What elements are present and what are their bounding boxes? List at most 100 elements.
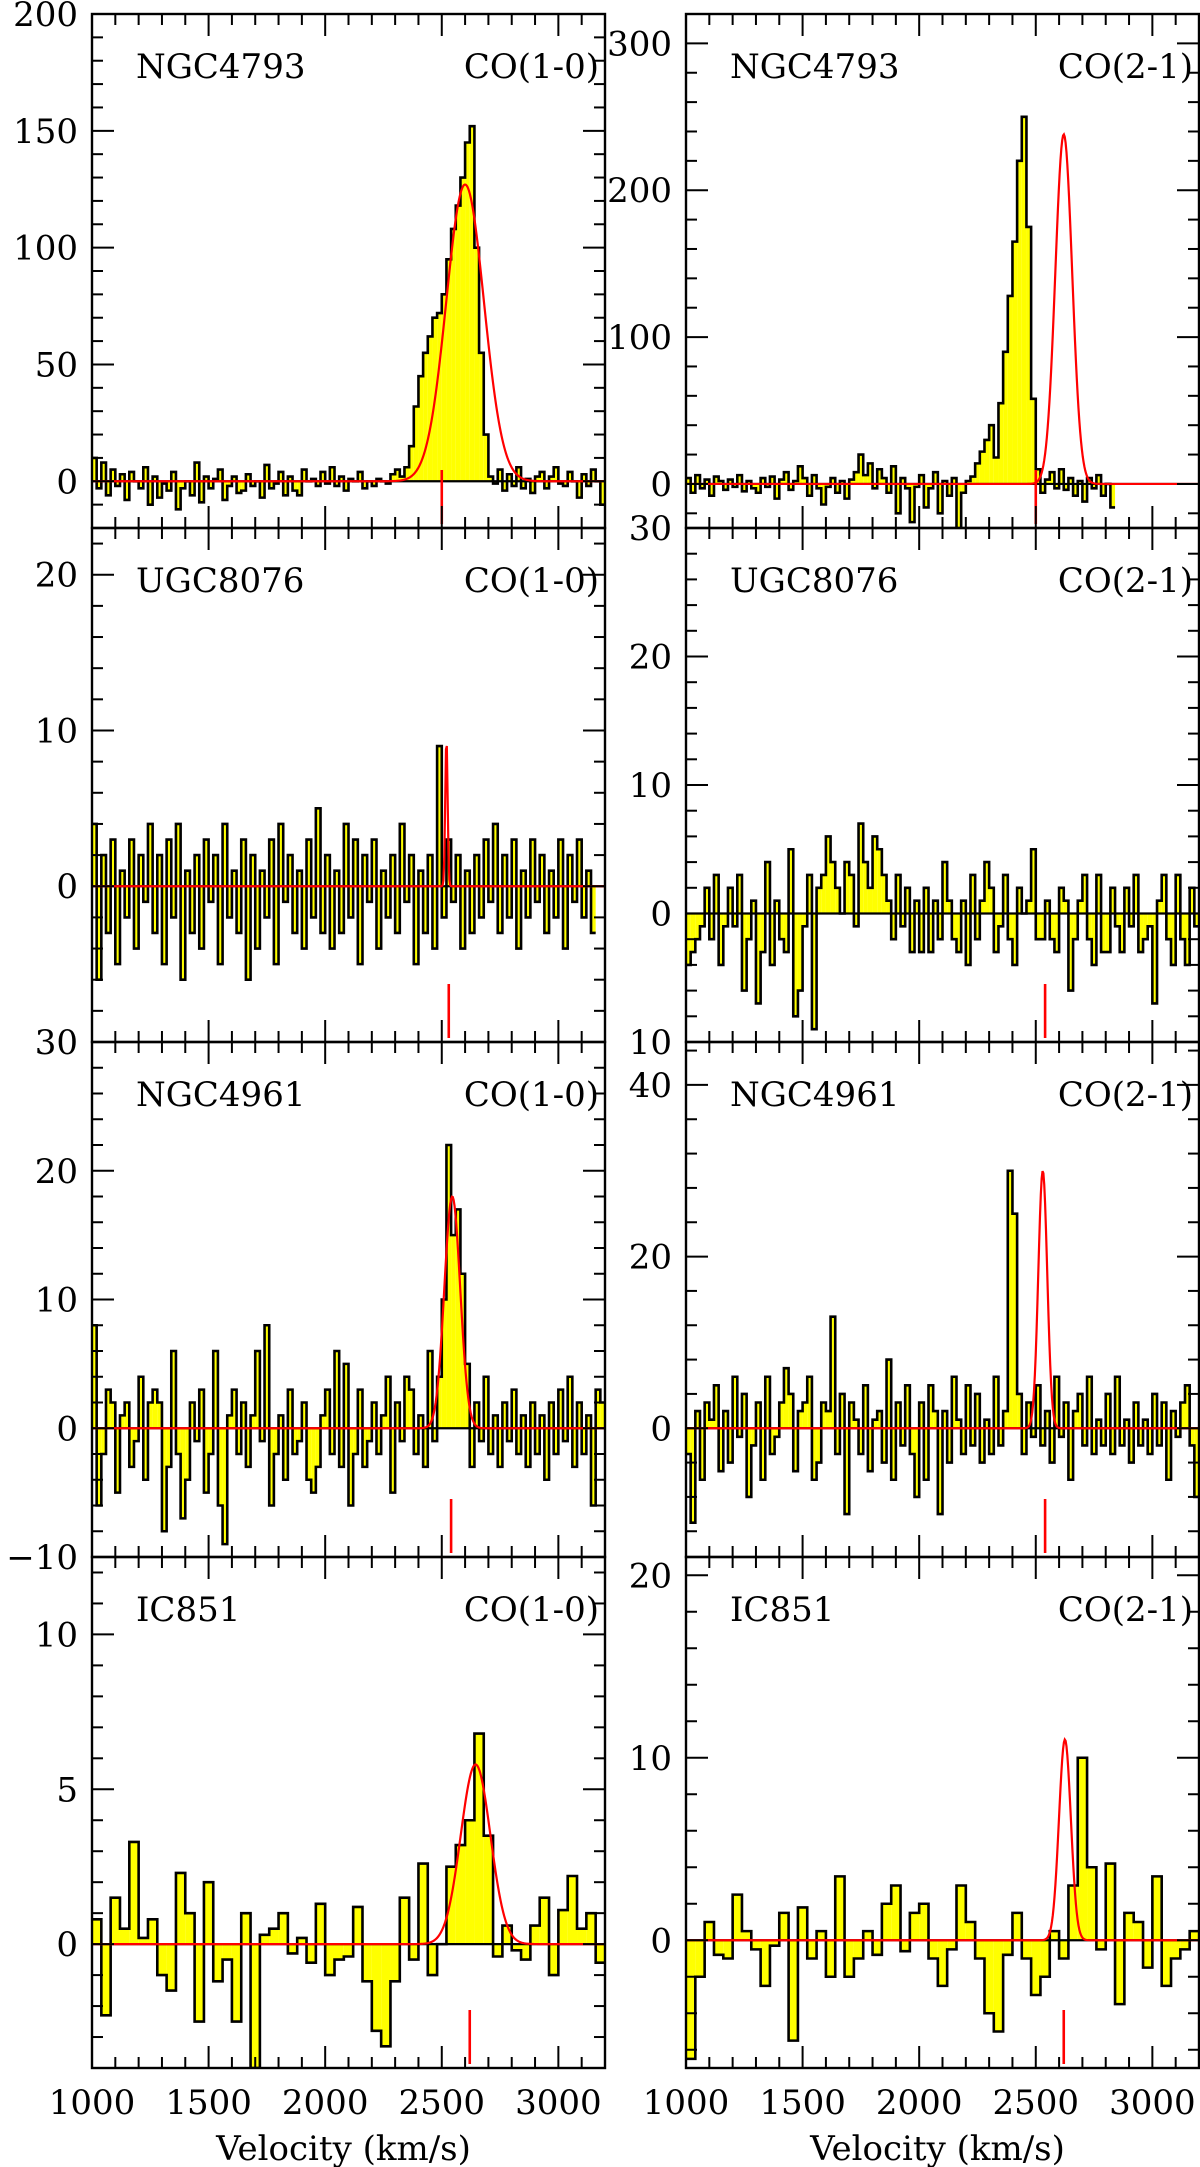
spectrum-bin <box>516 467 522 482</box>
y-tick-label: 300 <box>607 24 672 64</box>
spectrum-bin <box>1096 475 1102 484</box>
spectrum-bin <box>334 481 340 486</box>
spectrum-bin <box>1059 1940 1069 1959</box>
spectrum-bin <box>357 886 363 965</box>
y-tick-label: 100 <box>13 229 78 269</box>
spectrum-bin <box>595 1389 601 1429</box>
spectrum-bin <box>325 855 330 887</box>
spectrum-bin <box>535 886 540 902</box>
y-tick-label: 20 <box>35 556 78 596</box>
spectrum-bin <box>1152 1876 1162 1941</box>
spectrum-bin <box>695 1940 705 1977</box>
spectrum-bin <box>423 886 428 933</box>
spectrum-bin <box>783 1368 789 1429</box>
spectrum-bin <box>914 900 920 914</box>
spectrum-bin <box>709 913 714 940</box>
spectrum-bin <box>539 471 545 482</box>
spectrum-bin <box>469 886 475 933</box>
spectrum-bin <box>217 469 223 482</box>
spectrum-bin <box>1143 1419 1148 1429</box>
spectrum-bin <box>208 481 214 489</box>
spectrum-bin <box>166 1428 172 1467</box>
spectrum-bin <box>194 1944 204 2022</box>
spectrum-bin <box>905 887 910 914</box>
spectrum-bin <box>535 476 540 482</box>
spectrum-bin <box>732 483 738 487</box>
spectrum-bin <box>217 886 223 965</box>
spectrum-bin <box>821 1402 826 1429</box>
spectrum-bin <box>853 1940 864 1959</box>
spectrum-bin <box>511 839 517 887</box>
spectrum-bin <box>278 471 284 482</box>
spectrum-bin <box>451 886 456 902</box>
spectrum-bin <box>1129 913 1134 927</box>
spectrum-bin <box>203 1428 209 1493</box>
x-tick-label: 1000 <box>643 2083 730 2123</box>
spectrum-bin <box>502 1925 512 1945</box>
spectrum-bin <box>115 1428 120 1493</box>
spectrum-bin <box>581 1428 587 1454</box>
spectrum-bin <box>189 1402 195 1429</box>
spectrum-bin <box>1115 913 1120 927</box>
spectrum-bin <box>343 1944 354 1957</box>
spectrum-bin <box>455 205 461 482</box>
spectrum-bin <box>1049 913 1055 940</box>
spectrum-bin <box>418 870 424 887</box>
spectrum-bin <box>455 1209 461 1429</box>
spectrum-bin <box>769 476 775 484</box>
spectrum-bin <box>362 1428 368 1467</box>
spectrum-bin <box>213 855 218 887</box>
spectrum-bin <box>521 1944 531 1960</box>
spectrum-bin <box>1068 478 1074 484</box>
spectrum-bin <box>362 481 368 489</box>
spectrum-bin <box>1124 887 1130 914</box>
spectrum-bin <box>521 481 526 489</box>
spectrum-bin <box>418 1415 424 1429</box>
spectrum-bin <box>961 1428 966 1454</box>
spectrum-bin <box>755 483 761 493</box>
spectrum-bin <box>923 1428 929 1480</box>
spectrum-bin <box>194 462 200 482</box>
spectrum-bin <box>138 1937 148 1945</box>
spectrum-bin <box>586 1415 592 1429</box>
spectrum-bin <box>951 913 957 940</box>
spectrum-bin <box>807 1376 812 1429</box>
spectrum-bin <box>1087 1867 1097 1941</box>
spectrum-bin <box>418 376 424 482</box>
y-tick-label: 5 <box>56 1770 78 1810</box>
spectrum-bin <box>993 1376 999 1429</box>
spectrum-bin <box>278 823 284 887</box>
spectrum-bin <box>853 472 859 484</box>
spectrum-bin <box>381 870 386 887</box>
spectrum-bin <box>895 483 901 514</box>
spectrum-bin <box>737 874 742 914</box>
spectrum-bin <box>96 1428 102 1506</box>
spectrum-bin <box>1017 160 1022 484</box>
spectrum-outline <box>686 822 1199 1031</box>
spectrum-bin <box>881 1903 892 1941</box>
spectrum-bin <box>493 1944 503 1957</box>
spectrum-bin <box>1035 469 1041 484</box>
spectrum-bin <box>788 483 794 490</box>
spectrum-bin <box>497 1428 503 1467</box>
spectrum-bin <box>909 913 915 953</box>
spectrum-bin <box>1007 1170 1013 1429</box>
spectrum-bin <box>867 463 873 484</box>
spectrum-bin <box>835 887 840 914</box>
spectrum-bin <box>371 1944 382 2031</box>
spectrum-bin <box>451 1235 456 1429</box>
spectrum-bin <box>956 913 962 953</box>
spectrum-bin <box>755 913 761 1004</box>
spectrum-bin <box>909 1912 920 1941</box>
spectrum-bin <box>325 1389 330 1429</box>
spectrum-bin <box>110 469 116 482</box>
spectrum-bin <box>765 862 770 914</box>
spectrum-bin <box>549 476 554 482</box>
spectrum-bin <box>1003 1940 1013 1955</box>
spectrum-bin <box>1115 1940 1125 2005</box>
spectrum-bin <box>830 478 836 484</box>
spectrum-bin <box>1189 1428 1195 1446</box>
spectrum-bin <box>1026 1402 1032 1429</box>
spectrum-bin <box>793 481 798 484</box>
spectrum-bin <box>96 481 102 489</box>
